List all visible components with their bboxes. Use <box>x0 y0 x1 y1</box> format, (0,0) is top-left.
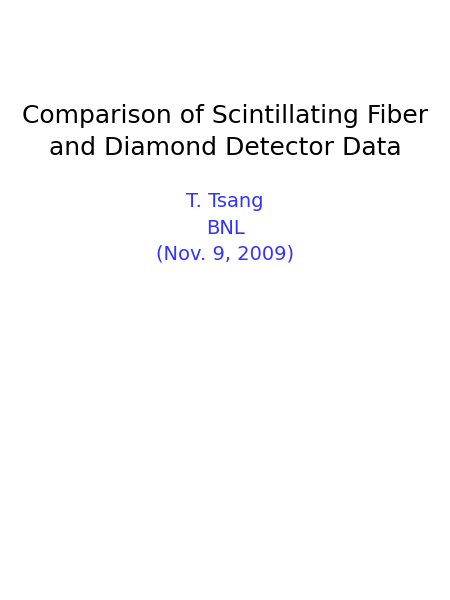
Text: T. Tsang
BNL
(Nov. 9, 2009): T. Tsang BNL (Nov. 9, 2009) <box>156 192 294 264</box>
Text: Comparison of Scintillating Fiber
and Diamond Detector Data: Comparison of Scintillating Fiber and Di… <box>22 104 428 160</box>
